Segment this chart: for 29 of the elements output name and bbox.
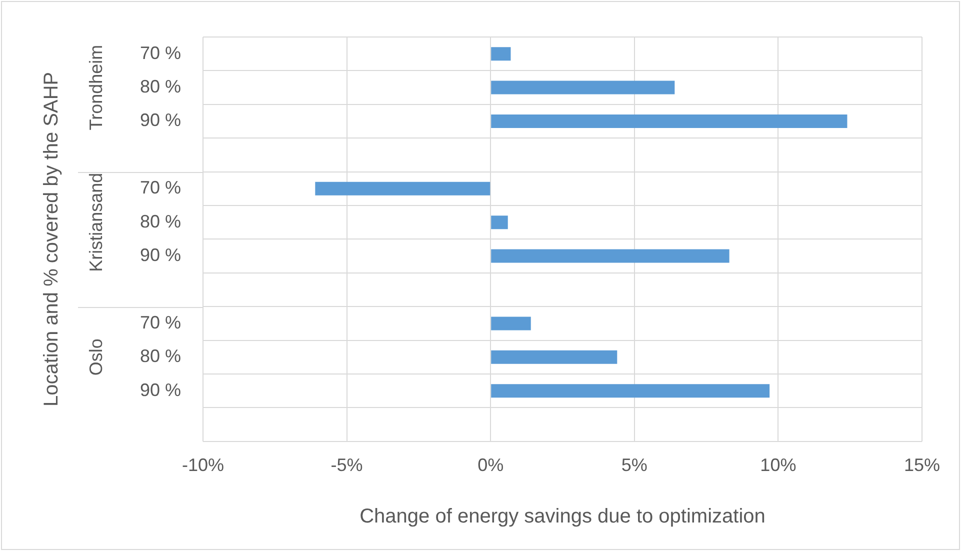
text: Oslo xyxy=(86,338,106,376)
bar xyxy=(315,182,490,196)
y-tick-label: 90 % xyxy=(140,245,181,266)
bar xyxy=(491,350,618,364)
y-axis-title: Location and % covered by the SAHP xyxy=(40,72,63,407)
y-tick-label: 70 % xyxy=(140,312,181,332)
x-axis-title: Change of energy savings due to optimization xyxy=(360,506,766,528)
bar xyxy=(491,249,730,263)
y-tick-label: 90 % xyxy=(140,110,181,130)
x-tick-label: 0% xyxy=(478,455,504,476)
x-tick-label: -5% xyxy=(330,455,363,476)
y-tick-label: 80 % xyxy=(140,346,181,366)
text: Kristiansand xyxy=(86,172,106,272)
x-tick-label: -10% xyxy=(182,455,224,476)
bar xyxy=(491,216,508,230)
y-tick-label: 80 % xyxy=(140,76,181,97)
x-tick-label: 10% xyxy=(760,455,796,476)
bar xyxy=(491,47,511,61)
y-tick-label: 80 % xyxy=(140,211,181,232)
x-tick-label: 15% xyxy=(904,455,940,476)
bar xyxy=(491,114,848,128)
y-tick-label: 70 % xyxy=(140,42,181,63)
y-tick-label: 90 % xyxy=(140,380,181,400)
x-tick-label: 5% xyxy=(621,455,648,476)
text: Trondheim xyxy=(86,44,106,130)
y-tick-label: 70 % xyxy=(140,178,181,198)
bar xyxy=(491,80,675,94)
bar xyxy=(491,316,531,330)
bar xyxy=(491,384,770,398)
